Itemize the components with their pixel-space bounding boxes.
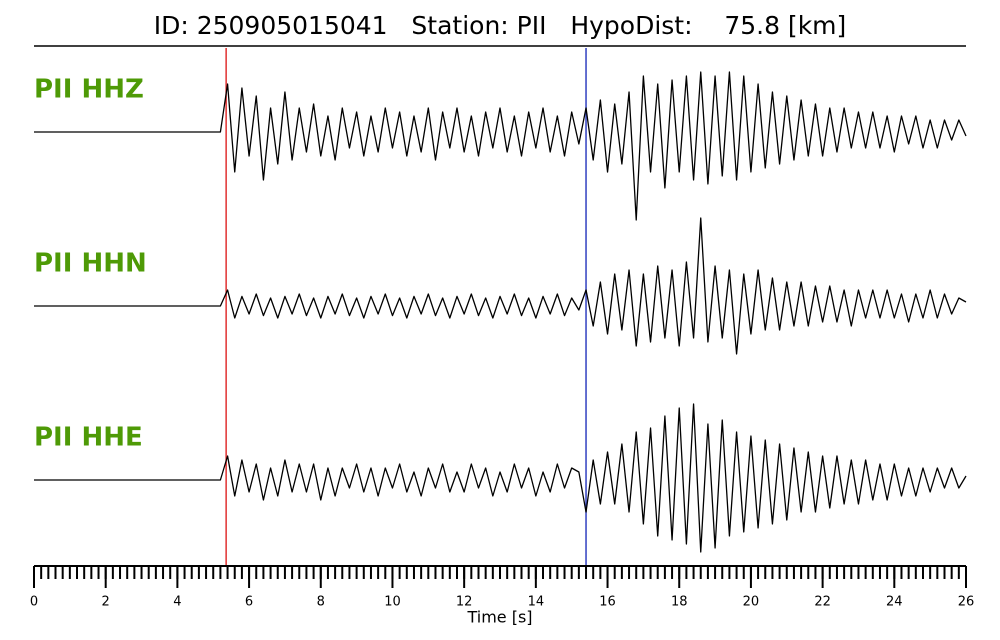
x-tick-label: 0 <box>30 595 38 610</box>
waveform <box>34 71 967 221</box>
waveform <box>34 403 967 553</box>
x-tick-label: 4 <box>173 595 181 610</box>
trace-label: PII HHE <box>34 423 143 453</box>
x-tick-label: 10 <box>384 595 401 610</box>
x-tick-label: 12 <box>456 595 473 610</box>
chart-title: ID: 250905015041 Station: PII HypoDist: … <box>154 11 847 40</box>
trace-label: PII HHZ <box>34 75 144 105</box>
x-tick-label: 2 <box>102 595 110 610</box>
x-tick-label: 18 <box>671 595 688 610</box>
x-tick-label: 14 <box>528 595 545 610</box>
x-tick-label: 6 <box>245 595 253 610</box>
x-tick-label: 24 <box>886 595 903 610</box>
waveform <box>34 217 967 355</box>
x-tick-label: 8 <box>317 595 325 610</box>
x-tick-label: 16 <box>599 595 616 610</box>
x-tick-label: 22 <box>814 595 831 610</box>
trace-label: PII HHN <box>34 249 147 279</box>
x-tick-label: 26 <box>958 595 975 610</box>
x-axis-label: Time [s] <box>466 608 532 627</box>
x-tick-label: 20 <box>743 595 760 610</box>
